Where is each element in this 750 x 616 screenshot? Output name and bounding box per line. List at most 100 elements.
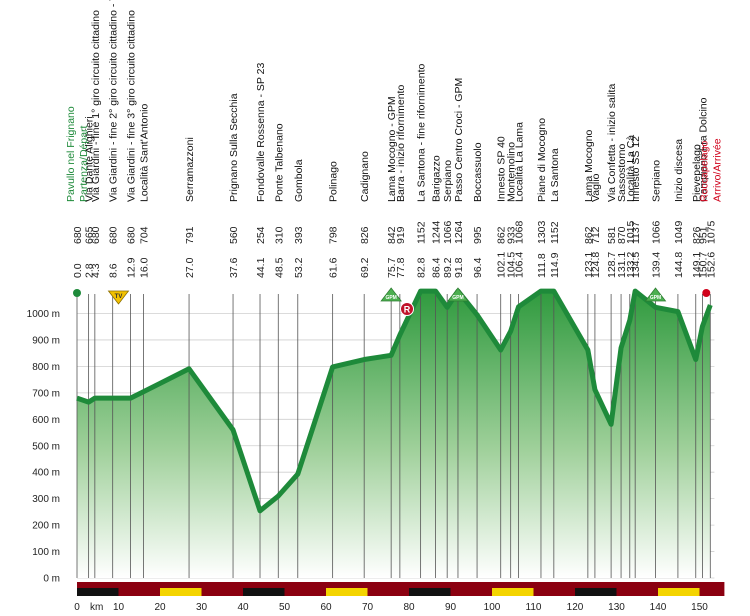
y-tick-label: 1000 m: [27, 309, 60, 320]
waypoint-altitude: 1152: [549, 221, 561, 244]
km-bar-top: [77, 582, 725, 588]
waypoint-altitude: 1303: [536, 220, 548, 244]
y-tick-label: 900 m: [32, 335, 60, 346]
x-tick-label: 80: [403, 602, 415, 613]
waypoint-km: 8.6: [108, 263, 120, 278]
waypoint-km: 69.2: [359, 257, 371, 278]
waypoint-altitude: 680: [72, 226, 84, 244]
waypoint-altitude: 870: [616, 226, 628, 244]
waypoint-altitude: 560: [228, 226, 240, 244]
waypoint-altitude: 798: [328, 226, 340, 244]
y-tick-label: 800 m: [32, 362, 60, 373]
waypoint-name: Fondovalle Rossenna - SP 23: [255, 63, 267, 202]
waypoint-altitude: 680: [108, 226, 120, 244]
waypoint-name: Prignano Sulla Secchia: [228, 93, 240, 202]
tv-label: TV: [115, 294, 123, 300]
start-dot: [73, 289, 81, 297]
waypoint-altitude: 581: [606, 226, 618, 244]
km-bar-segment: [326, 588, 368, 596]
waypoint-km: 44.1: [255, 257, 267, 278]
waypoint-name: Via Giardini - fine 3° giro circuito cit…: [126, 10, 138, 202]
waypoint-lines: [76, 294, 711, 578]
waypoint-altitude: 393: [293, 226, 305, 244]
waypoint-altitude: 1015: [625, 220, 637, 244]
km-bar-segment: [77, 588, 119, 596]
waypoint-name: Lama Mocogno: [583, 129, 595, 202]
waypoint-name: Lama Mocogno - GPM: [386, 96, 398, 202]
waypoint-km: 12.9: [126, 257, 138, 278]
waypoint-km: 96.4: [472, 257, 484, 278]
waypoint-name: Ponte Talbenano: [273, 123, 285, 202]
x-tick-label: 50: [279, 602, 291, 613]
x-tick-label: 100: [484, 602, 501, 613]
waypoint-km: 0.0: [72, 263, 84, 278]
waypoint-altitude: 310: [273, 226, 285, 244]
waypoint-km: 124.8: [590, 252, 602, 278]
y-tick-label: 600 m: [32, 415, 60, 426]
x-tick-label: 90: [445, 602, 457, 613]
waypoint-km: 37.6: [228, 257, 240, 278]
km-bar-segment: [118, 588, 160, 596]
x-tick-label: 0: [74, 602, 80, 613]
waypoint-altitude: 862: [583, 226, 595, 244]
waypoint-name: Montemolino: [506, 142, 518, 202]
waypoint-km: 123.1: [583, 252, 595, 278]
waypoint-altitude: 842: [386, 226, 398, 244]
waypoint-km: 114.9: [549, 252, 561, 278]
gpm-marker: [380, 287, 402, 302]
waypoint-name: Campiano Fra Dolcino: [697, 97, 709, 202]
x-axis-unit: km: [90, 602, 103, 613]
waypoint-altitude: 1049: [673, 220, 685, 244]
waypoint-km: 152.6: [705, 252, 717, 278]
y-tick-label: 400 m: [32, 468, 60, 479]
waypoint-km: 82.8: [416, 257, 428, 278]
x-tick-label: 40: [237, 602, 249, 613]
profile-area: [77, 291, 711, 578]
x-tick-label: 70: [362, 602, 374, 613]
waypoint-altitude: 665: [84, 226, 96, 244]
x-tick-label: 30: [196, 602, 208, 613]
km-bar-segment: [533, 588, 575, 596]
gpm-label: GPM: [452, 295, 463, 301]
waypoint-numbers: 0.0 680 2.8 665 4.3 680 8.6 680 12.9 680 16.0 704 27…: [72, 220, 717, 278]
waypoint-km: 102.1: [496, 252, 508, 278]
km-bar-segment: [575, 588, 617, 596]
x-tick-label: 130: [608, 602, 625, 613]
waypoint-name: Via Giardini - fine 1° giro circuito cit…: [90, 10, 102, 202]
waypoint-name: La Santona - fine rifornimento: [416, 64, 428, 202]
waypoint-name: La Santona: [549, 148, 561, 202]
y-tick-label: 200 m: [32, 521, 60, 532]
waypoint-km: 53.2: [293, 257, 305, 278]
waypoint-subtitle: Arrivo/Arrivée: [711, 138, 723, 202]
y-tick-label: 0 m: [43, 574, 60, 585]
waypoint-altitude: 1137: [630, 221, 642, 244]
gpm-marker: [644, 287, 667, 302]
feed-zone-marker: [400, 302, 414, 316]
waypoint-km: 111.8: [536, 253, 548, 278]
x-tick-label: 110: [526, 602, 542, 613]
waypoint-name: Via Giardini - fine 2° giro circuito cit…: [108, 0, 120, 202]
waypoint-km: 104.5: [506, 252, 518, 278]
km-bar-segment: [658, 588, 700, 596]
km-bar-segment: [492, 588, 534, 596]
waypoint-km: 106.4: [514, 252, 526, 278]
waypoint-altitude: 951: [697, 226, 709, 244]
km-bar-segment: [616, 588, 658, 596]
waypoint-km: 133.2: [625, 252, 637, 278]
waypoint-name: Inizio discesa: [673, 139, 685, 202]
waypoint-altitude: 1066: [442, 220, 454, 244]
waypoint-name: Pavullo nel Frignano: [65, 106, 77, 202]
feed-zone-label: R: [404, 305, 411, 315]
waypoint-name: Cadignano: [359, 151, 371, 202]
waypoint-name: Boccassuolo: [472, 142, 484, 202]
waypoint-km: 131.1: [616, 252, 628, 278]
finish-dot: [702, 289, 711, 297]
gpm-marker: [447, 287, 469, 302]
waypoint-km: 75.7: [386, 257, 398, 278]
waypoint-name: Via Confetta - inizio salita: [606, 84, 618, 202]
waypoint-altitude: 995: [472, 226, 484, 244]
waypoint-name: Passo Centro Croci - GPM: [453, 78, 465, 202]
waypoint-name: Gombola: [293, 159, 305, 202]
waypoint-km: 77.8: [395, 257, 407, 278]
